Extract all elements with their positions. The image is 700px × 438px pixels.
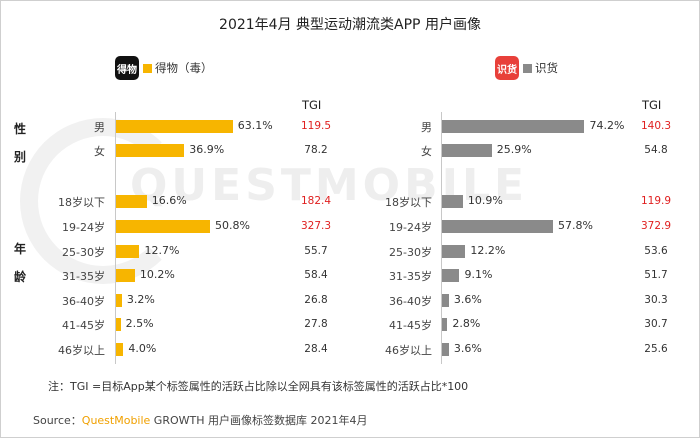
group-label-age-1: 年 [14, 242, 27, 256]
shihuo-value-label: 12.2% [470, 244, 506, 257]
dewu-value-label: 12.7% [144, 244, 180, 257]
dewu-tgi-value: 119.5 [300, 120, 332, 132]
shihuo-axis-line [441, 112, 442, 364]
dewu-value-label: 50.8% [214, 219, 250, 232]
dewu-value-label: 16.6% [151, 194, 187, 207]
dewu-category-label: 男 [94, 121, 105, 134]
dewu-bar [116, 120, 233, 133]
dewu-bar [116, 343, 124, 356]
shihuo-value-label: 9.1% [464, 268, 493, 281]
shihuo-tgi-value: 30.3 [644, 294, 668, 306]
shihuo-category-label: 31-35岁 [389, 270, 432, 283]
dewu-category-label: 36-40岁 [62, 295, 105, 308]
shihuo-bar [442, 269, 460, 282]
dewu-bar [116, 220, 210, 233]
dewu-bar [116, 294, 122, 307]
shihuo-category-label: 男 [421, 121, 432, 134]
dewu-category-label: 31-35岁 [62, 270, 105, 283]
dewu-bar [116, 144, 185, 157]
shihuo-category-label: 36-40岁 [389, 295, 432, 308]
shihuo-category-label: 18岁以下 [385, 196, 432, 209]
shihuo-tgi-value: 140.3 [640, 120, 672, 132]
shihuo-value-label: 3.6% [453, 342, 482, 355]
shihuo-value-label: 74.2% [589, 119, 625, 132]
group-label-gender-2: 别 [14, 150, 27, 164]
dewu-category-label: 25-30岁 [62, 246, 105, 259]
shihuo-value-label: 57.8% [557, 219, 593, 232]
dewu-legend-swatch [143, 64, 152, 73]
shihuo-legend-swatch [523, 64, 532, 73]
shihuo-bar [442, 343, 449, 356]
shihuo-category-label: 19-24岁 [389, 221, 432, 234]
shihuo-app-logo: 识货 [495, 56, 519, 80]
shihuo-value-label: 2.8% [452, 317, 481, 330]
dewu-axis-line [115, 112, 116, 364]
shihuo-tgi-value: 54.8 [644, 144, 668, 156]
dewu-bar [116, 195, 147, 208]
dewu-tgi-value: 78.2 [304, 144, 328, 156]
dewu-category-label: 18岁以下 [58, 196, 105, 209]
source-brand: QuestMobile [81, 414, 151, 427]
dewu-value-label: 36.9% [189, 143, 225, 156]
dewu-tgi-header: TGI [302, 98, 322, 112]
dewu-tgi-value: 28.4 [304, 343, 328, 355]
shihuo-bar [442, 318, 448, 331]
dewu-category-label: 41-45岁 [62, 319, 105, 332]
shihuo-tgi-value: 51.7 [644, 269, 668, 281]
dewu-tgi-value: 55.7 [304, 245, 328, 257]
shihuo-bar [442, 195, 463, 208]
shihuo-tgi-value: 53.6 [644, 245, 668, 257]
footnote: 注：TGI =目标App某个标签属性的活跃占比除以全网具有该标签属性的活跃占比*… [48, 380, 469, 393]
group-label-age-2: 龄 [14, 270, 27, 284]
shihuo-value-label: 3.6% [453, 293, 482, 306]
dewu-tgi-value: 27.8 [304, 318, 328, 330]
dewu-value-label: 4.0% [128, 342, 157, 355]
shihuo-tgi-header: TGI [642, 98, 662, 112]
shihuo-bar [442, 144, 492, 157]
dewu-legend-label: 得物（毒） [155, 61, 213, 75]
dewu-value-label: 3.2% [126, 293, 155, 306]
dewu-value-label: 10.2% [139, 268, 175, 281]
dewu-value-label: 2.5% [125, 317, 154, 330]
source-suffix: GROWTH 用户画像标签数据库 2021年4月 [150, 414, 368, 427]
shihuo-tgi-value: 25.6 [644, 343, 668, 355]
shihuo-bar [442, 294, 449, 307]
shihuo-tgi-value: 119.9 [640, 195, 672, 207]
shihuo-bar [442, 220, 553, 233]
shihuo-category-label: 25-30岁 [389, 246, 432, 259]
dewu-category-label: 46岁以上 [58, 344, 105, 357]
shihuo-bar [442, 120, 585, 133]
dewu-bar [116, 245, 140, 258]
dewu-tgi-value: 182.4 [300, 195, 332, 207]
shihuo-value-label: 25.9% [496, 143, 532, 156]
shihuo-category-label: 女 [421, 145, 432, 158]
shihuo-category-label: 46岁以上 [385, 344, 432, 357]
chart-title: 2021年4月 典型运动潮流类APP 用户画像 [219, 17, 481, 33]
group-label-gender-1: 性 [14, 122, 27, 136]
dewu-category-label: 女 [94, 145, 105, 158]
source-prefix: Source： [33, 414, 82, 427]
dewu-bar [116, 318, 121, 331]
shihuo-category-label: 41-45岁 [389, 319, 432, 332]
dewu-category-label: 19-24岁 [62, 221, 105, 234]
shihuo-bar [442, 245, 466, 258]
shihuo-tgi-value: 30.7 [644, 318, 668, 330]
shihuo-value-label: 10.9% [467, 194, 503, 207]
dewu-bar [116, 269, 135, 282]
source-line: Source：QuestMobile GROWTH 用户画像标签数据库 2021… [33, 412, 368, 428]
dewu-tgi-value: 327.3 [300, 220, 332, 232]
shihuo-tgi-value: 372.9 [640, 220, 672, 232]
dewu-tgi-value: 58.4 [304, 269, 328, 281]
shihuo-legend-label: 识货 [535, 61, 558, 75]
dewu-value-label: 63.1% [237, 119, 273, 132]
dewu-tgi-value: 26.8 [304, 294, 328, 306]
dewu-app-logo: 得物 [115, 56, 139, 80]
